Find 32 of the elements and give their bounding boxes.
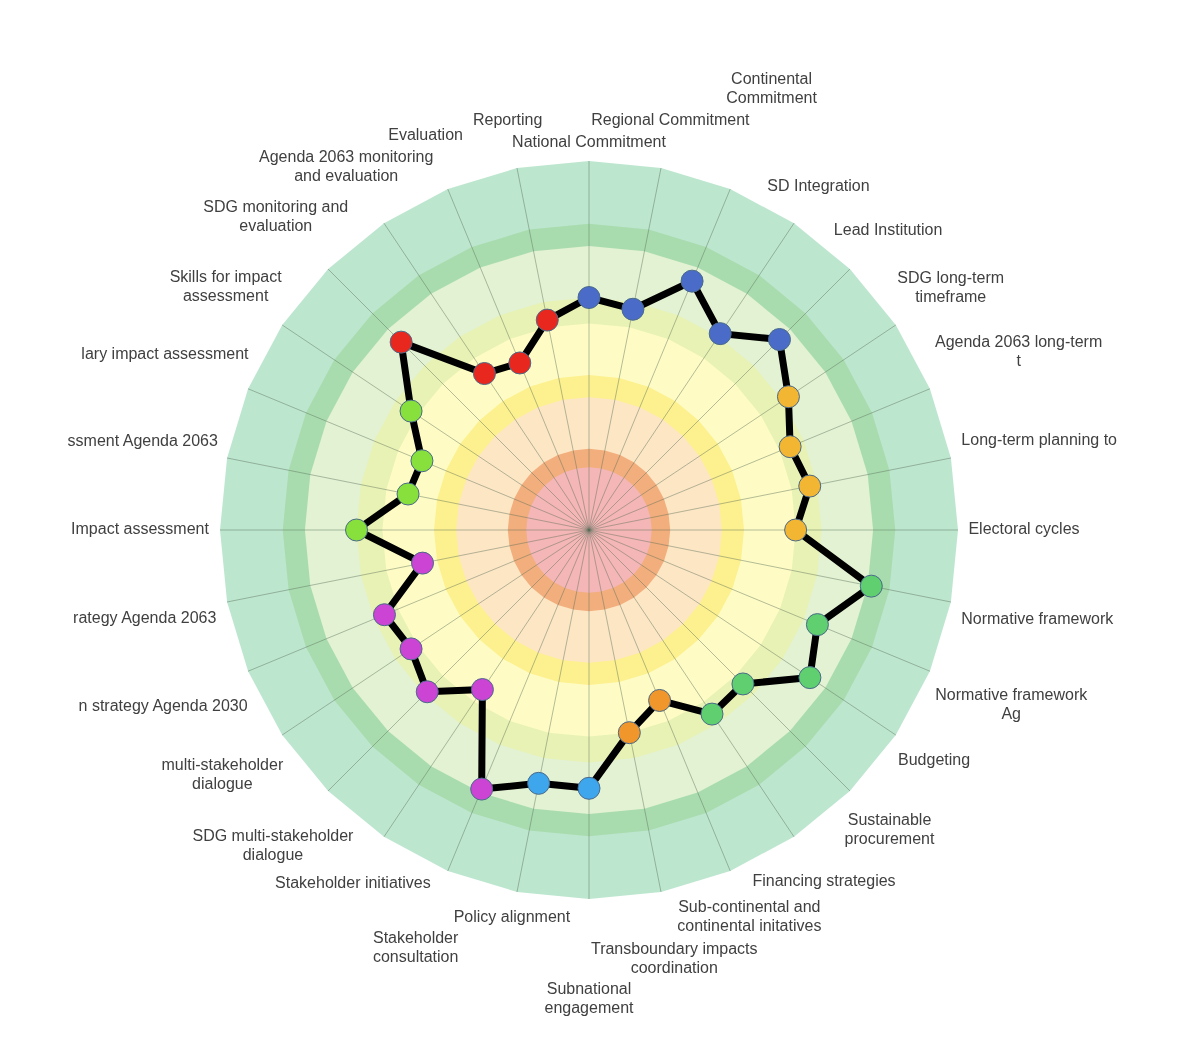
spoke-label: Long-term planning to [961,430,1118,448]
spoke-label: multi-stakeholder dialogue [161,755,284,792]
spoke-label: rategy Agenda 2063 [73,608,217,626]
spoke-label: SDG long-term timeframe [897,269,1005,306]
spoke-label: Policy alignment [453,907,571,925]
spoke-label: Subnational engagement [544,979,635,1016]
spoke-label: National Commitment [512,133,667,151]
spoke-label: Regional Commitment [591,111,751,129]
spoke-label: Lead Institution [833,221,943,239]
spoke-label: Evaluation [388,125,463,143]
spoke-label: SD Integration [767,177,870,195]
spoke-label: Normative framework [961,609,1115,627]
spoke-label: Skills for impact assessment [169,268,283,305]
spoke-label: n strategy Agenda 2030 [78,696,248,714]
spoke-label: ssment Agenda 2063 [67,431,219,449]
spoke-label: Normative framework Ag [935,685,1089,722]
spoke-label: Continental Commitment [726,70,818,107]
spoke-label: Financing strategies [752,872,896,890]
spoke-label: Budgeting [898,750,971,768]
spoke-label: Agenda 2063 long-term t [934,332,1103,369]
spoke-label: Electoral cycles [968,520,1080,538]
spoke-label: Transboundary impacts coordination [590,939,758,976]
spoke-label: SDG multi-stakeholder dialogue [192,826,355,863]
spoke-label: Impact assessment [71,520,210,538]
spoke-label: Stakeholder initiatives [275,873,431,891]
spoke-label: SDG monitoring and evaluation [203,197,349,234]
spoke-label: Sub-continental and continental initatives [677,898,822,935]
spoke-label: Sustainable procurement [844,811,935,848]
spoke-label: Reporting [472,111,543,129]
spoke-label: lary impact assessment [81,344,250,362]
spoke-label: Agenda 2063 monitoring and evaluation [259,147,434,184]
spoke-label: Stakeholder consultation [372,929,460,966]
